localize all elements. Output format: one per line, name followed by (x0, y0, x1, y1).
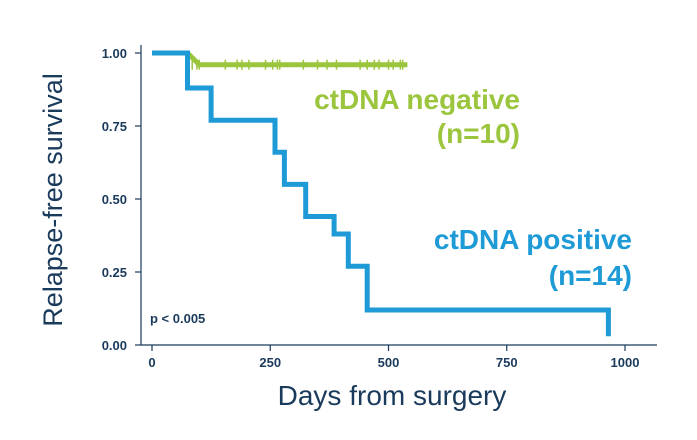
x-tick-label: 500 (378, 355, 400, 370)
x-tick-label: 1000 (611, 355, 640, 370)
series-label-negative-line2: (n=10) (437, 118, 520, 149)
series-label-negative-line1: ctDNA negative (314, 84, 520, 115)
y-axis-label: Relapse-free survival (38, 73, 68, 327)
y-tick-label: 0.50 (102, 192, 127, 207)
x-tick-label: 250 (259, 355, 281, 370)
series-label-positive-line1: ctDNA positive (434, 224, 632, 255)
y-tick-label: 0.25 (102, 265, 127, 280)
x-tick-label: 0 (148, 355, 155, 370)
x-tick-label: 750 (496, 355, 518, 370)
series-group (152, 50, 611, 337)
series-label-positive-line2: (n=14) (549, 260, 632, 291)
x-axis-label: Days from surgery (278, 380, 507, 411)
axes (135, 45, 657, 351)
y-tick-label: 0.00 (102, 338, 127, 353)
tick-labels: 0.00 0.25 0.50 0.75 1.00 0 250 500 750 1000 (102, 46, 640, 370)
p-value-annotation: p < 0.005 (150, 311, 205, 326)
series-line-ctdna-positive (152, 50, 611, 337)
y-tick-label: 0.75 (102, 119, 127, 134)
y-tick-label: 1.00 (102, 46, 127, 61)
